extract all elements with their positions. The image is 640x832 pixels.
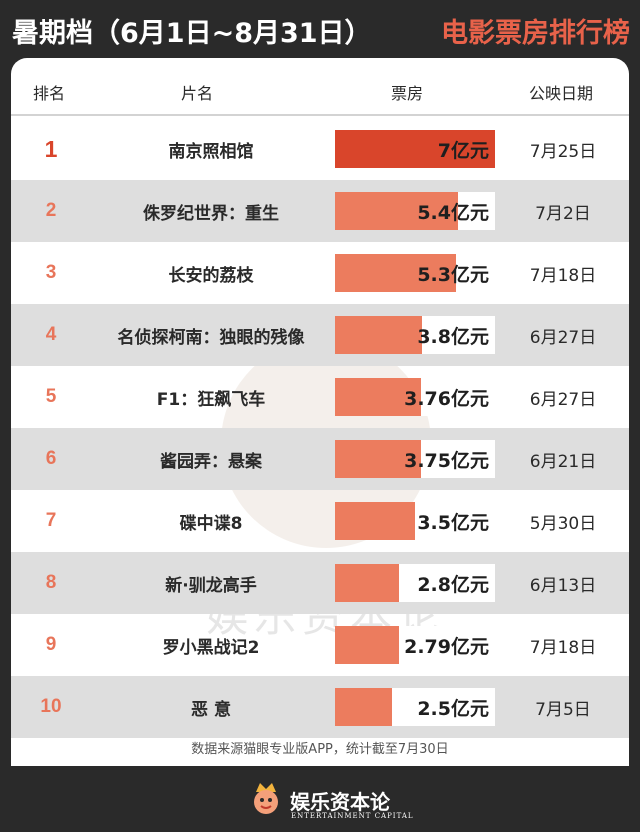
rank-number: 2 — [45, 200, 57, 221]
release-date: 6月27日 — [529, 327, 597, 348]
table-row: 4 名侦探柯南：独眼的残像 3.8亿元 6月27日 — [11, 304, 629, 366]
title-period: 暑期档（6月1日~8月31日） — [12, 18, 372, 49]
box-office-cell: 7亿元 — [335, 130, 495, 168]
box-office-cell: 2.8亿元 — [335, 564, 495, 602]
title-ranking: 电影票房排行榜 — [441, 18, 630, 49]
col-box-office: 票房 — [391, 84, 424, 103]
mascot-logo-icon — [254, 783, 278, 814]
rank-number: 1 — [44, 135, 58, 162]
box-office-cell: 3.75亿元 — [335, 440, 495, 478]
box-office-bar — [335, 502, 415, 540]
table-row: 3 长安的荔枝 5.3亿元 7月18日 — [11, 242, 629, 304]
rank-number: 8 — [45, 572, 57, 593]
box-office-bar — [335, 440, 421, 478]
table-row: 10 恶 意 2.5亿元 7月5日 — [11, 676, 629, 738]
box-office-cell: 2.5亿元 — [335, 688, 495, 726]
header: 暑期档（6月1日~8月31日） 电影票房排行榜 — [0, 0, 640, 52]
movie-title: 侏罗纪世界：重生 — [143, 203, 279, 224]
ranking-table: 排名 片名 票房 公映日期 娱乐资本论 1 南京照相馆 7亿元 7月25日 2 侏罗纪世界… — [11, 58, 629, 766]
col-release-date: 公映日期 — [529, 84, 594, 103]
rank-number: 10 — [40, 696, 62, 717]
box-office-value: 3.75亿元 — [404, 449, 489, 472]
movie-title: 长安的荔枝 — [168, 265, 254, 286]
table-row: 2 侏罗纪世界：重生 5.4亿元 7月2日 — [11, 180, 629, 242]
movie-title: 罗小黑战记2 — [162, 637, 260, 658]
box-office-cell: 5.4亿元 — [335, 192, 495, 230]
table-row: 9 罗小黑战记2 2.79亿元 7月18日 — [11, 614, 629, 676]
box-office-cell: 3.5亿元 — [335, 502, 495, 540]
rank-number: 4 — [45, 324, 57, 345]
movie-title: 恶 意 — [191, 699, 231, 720]
movie-title: F1：狂飙飞车 — [156, 389, 266, 410]
release-date: 6月21日 — [529, 451, 597, 472]
box-office-value: 3.5亿元 — [417, 511, 489, 534]
release-date: 7月25日 — [529, 141, 597, 162]
box-office-bar — [335, 316, 422, 354]
box-office-cell: 2.79亿元 — [335, 626, 495, 664]
movie-title: 名侦探柯南：独眼的残像 — [117, 327, 305, 348]
table-header: 排名 片名 票房 公映日期 — [11, 58, 629, 116]
brand-name-en: ENTERTAINMENT CAPITAL — [291, 812, 414, 820]
box-office-bar — [335, 688, 392, 726]
table-row: 8 新·驯龙高手 2.8亿元 6月13日 — [11, 552, 629, 614]
movie-title: 碟中谍8 — [179, 513, 243, 534]
rank-number: 9 — [45, 634, 57, 655]
box-office-cell: 3.76亿元 — [335, 378, 495, 416]
box-office-bar — [335, 254, 456, 292]
box-office-cell: 5.3亿元 — [335, 254, 495, 292]
col-title: 片名 — [181, 84, 214, 103]
rank-number: 6 — [45, 448, 57, 469]
release-date: 7月2日 — [535, 203, 591, 224]
table-row: 7 碟中谍8 3.5亿元 5月30日 — [11, 490, 629, 552]
movie-title: 酱园弄：悬案 — [160, 451, 262, 472]
table-row: 1 南京照相馆 7亿元 7月25日 — [11, 118, 629, 180]
release-date: 7月5日 — [535, 699, 591, 720]
table-row: 5 F1：狂飙飞车 3.76亿元 6月27日 — [11, 366, 629, 428]
box-office-value: 2.79亿元 — [404, 635, 489, 658]
release-date: 6月13日 — [529, 575, 597, 596]
release-date: 7月18日 — [529, 265, 597, 286]
release-date: 6月27日 — [529, 389, 597, 410]
box-office-cell: 3.8亿元 — [335, 316, 495, 354]
box-office-value: 2.5亿元 — [417, 697, 489, 720]
box-office-value: 3.8亿元 — [417, 325, 489, 348]
footer — [0, 766, 640, 832]
box-office-bar — [335, 192, 458, 230]
box-office-value: 5.3亿元 — [417, 263, 489, 286]
box-office-bar — [335, 564, 399, 602]
movie-title: 南京照相馆 — [168, 141, 254, 162]
box-office-value: 3.76亿元 — [404, 387, 489, 410]
brand-name: 娱乐资本论 — [290, 790, 390, 814]
release-date: 5月30日 — [529, 513, 597, 534]
rank-number: 5 — [45, 386, 57, 407]
rank-number: 7 — [45, 510, 57, 531]
box-office-value: 7亿元 — [437, 139, 489, 162]
box-office-bar — [335, 130, 495, 168]
box-office-bar — [335, 626, 399, 664]
box-office-value: 5.4亿元 — [417, 201, 489, 224]
box-office-bar — [335, 378, 421, 416]
data-source-note: 数据来源猫眼专业版APP，统计截至7月30日 — [191, 742, 449, 757]
movie-title: 新·驯龙高手 — [165, 575, 257, 596]
box-office-value: 2.8亿元 — [417, 573, 489, 596]
table-row: 6 酱园弄：悬案 3.75亿元 6月21日 — [11, 428, 629, 490]
rank-number: 3 — [45, 262, 57, 283]
col-rank: 排名 — [33, 84, 66, 103]
release-date: 7月18日 — [529, 637, 597, 658]
